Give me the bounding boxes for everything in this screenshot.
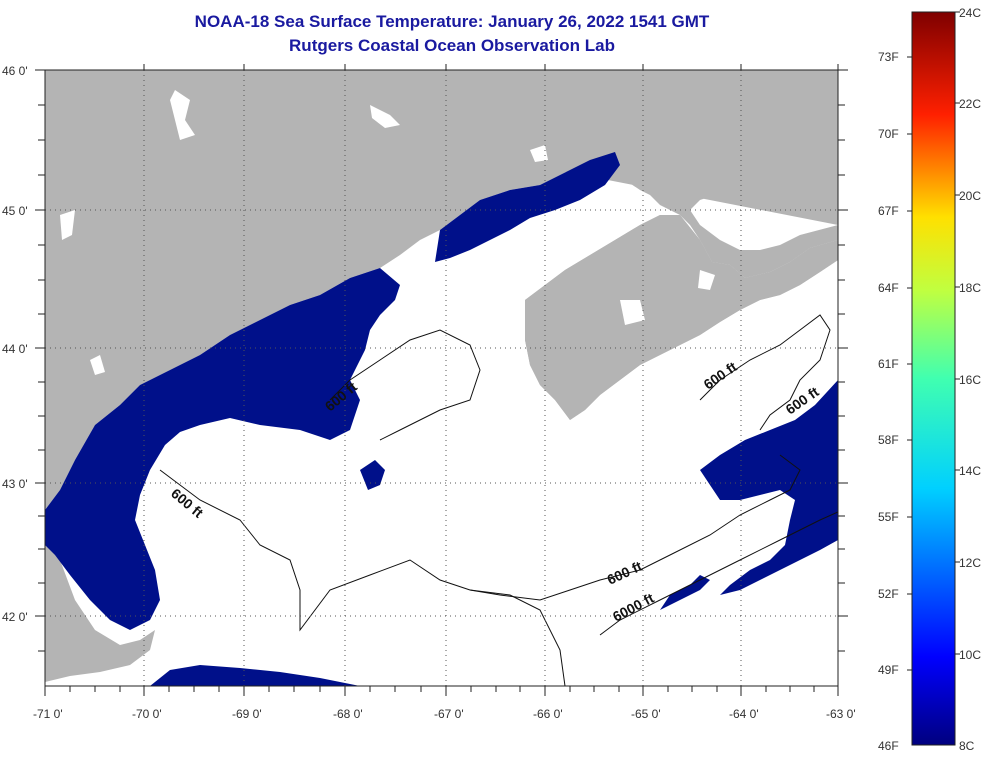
- cb-f-58: 58F: [878, 433, 899, 447]
- cb-c-22: 22C: [959, 97, 981, 111]
- map-area: 600 ft 600 ft 600 ft 600 ft 600 ft 6000 …: [45, 70, 838, 686]
- land-nova-scotia-overlay: [525, 215, 838, 420]
- cb-c-24: 24C: [959, 6, 981, 20]
- land-mainland: [45, 70, 838, 510]
- lon-label-71: -71 0': [33, 707, 63, 721]
- lon-label-70: -70 0': [132, 707, 162, 721]
- cb-c-18: 18C: [959, 281, 981, 295]
- cb-f-55: 55F: [878, 510, 899, 524]
- left-ticks: [35, 69, 45, 652]
- lat-label-43: 43 0': [2, 477, 28, 491]
- contours: [159, 314, 838, 686]
- lon-label-69: -69 0': [232, 707, 262, 721]
- cb-c-8: 8C: [959, 739, 975, 753]
- lon-label-68: -68 0': [333, 707, 363, 721]
- cb-f-52: 52F: [878, 587, 899, 601]
- contour-600ft-west: [159, 454, 801, 632]
- cb-f-73: 73F: [878, 50, 899, 64]
- colorbar-ticks: [907, 11, 960, 671]
- lat-label-46: 46 0': [2, 64, 28, 78]
- colorbar: [911, 11, 956, 746]
- lakes: [60, 90, 715, 375]
- contour-6000ft: [469, 511, 838, 686]
- lon-label-66: -66 0': [533, 707, 563, 721]
- cb-f-49: 49F: [878, 663, 899, 677]
- cb-c-14: 14C: [959, 464, 981, 478]
- cb-f-64: 64F: [878, 281, 899, 295]
- bottom-ticks: [44, 686, 839, 696]
- lon-label-65: -65 0': [631, 707, 661, 721]
- cb-f-67: 67F: [878, 204, 899, 218]
- map-subtitle: Rutgers Coastal Ocean Observation Lab: [289, 36, 615, 55]
- cb-f-61: 61F: [878, 357, 899, 371]
- cb-c-16: 16C: [959, 373, 981, 387]
- land-cape-cod: [45, 510, 155, 682]
- map-title: NOAA-18 Sea Surface Temperature: January…: [194, 12, 710, 31]
- lat-label-44: 44 0': [2, 342, 28, 356]
- map-frame: [44, 69, 839, 687]
- cb-f-70: 70F: [878, 127, 899, 141]
- cb-f-46: 46F: [878, 739, 899, 753]
- contour-600ft-basin: [329, 329, 481, 441]
- lon-label-67: -67 0': [434, 707, 464, 721]
- top-ticks: [143, 64, 839, 70]
- cb-c-20: 20C: [959, 189, 981, 203]
- lon-label-63: -63 0': [826, 707, 856, 721]
- right-ticks: [838, 69, 848, 652]
- lon-label-64: -64 0': [729, 707, 759, 721]
- cold-water: [45, 152, 838, 686]
- lat-label-42: 42 0': [2, 610, 28, 624]
- cb-c-12: 12C: [959, 556, 981, 570]
- cb-c-10: 10C: [959, 648, 981, 662]
- gridlines: [45, 70, 838, 686]
- lat-label-45: 45 0': [2, 204, 28, 218]
- contour-600ft-ns: [699, 314, 831, 431]
